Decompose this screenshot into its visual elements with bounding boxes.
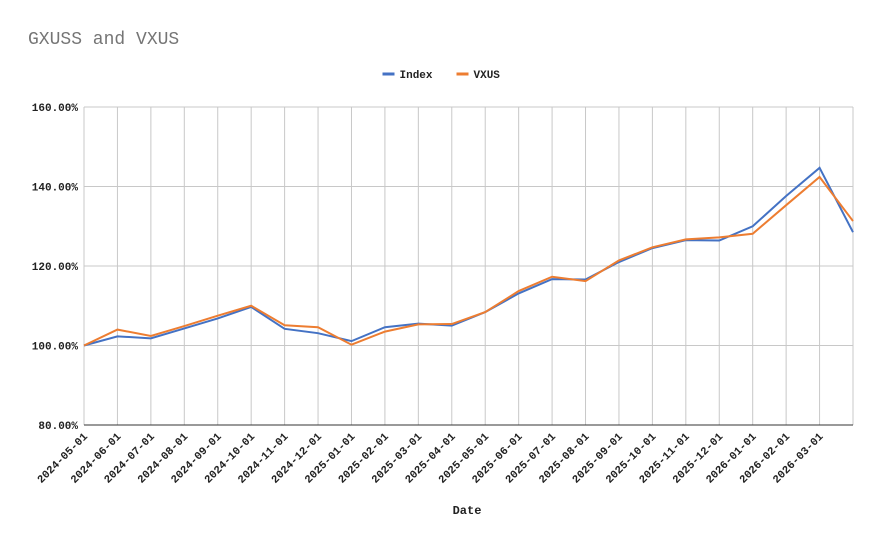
y-tick-label: 80.00% xyxy=(38,421,78,433)
x-axis-label: Date xyxy=(453,504,482,518)
chart-title: GXUSS and VXUS xyxy=(28,30,179,50)
line-series xyxy=(83,175,854,347)
y-tick-label: 100.00% xyxy=(32,342,79,354)
y-tick-label: 160.00% xyxy=(32,103,79,115)
legend-label: VXUS xyxy=(474,70,501,82)
y-tick-label: 140.00% xyxy=(32,183,79,195)
legend-label: Index xyxy=(400,70,433,82)
y-tick-label: 120.00% xyxy=(32,262,79,274)
